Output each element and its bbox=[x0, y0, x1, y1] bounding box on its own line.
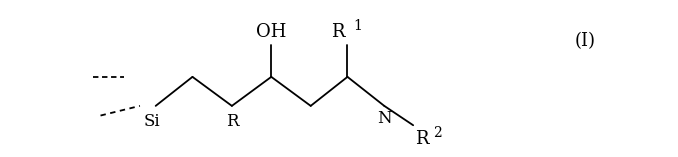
Text: 2: 2 bbox=[433, 126, 442, 140]
Text: Si: Si bbox=[143, 113, 160, 130]
Text: R: R bbox=[415, 130, 428, 148]
Text: R: R bbox=[226, 113, 238, 130]
Text: (I): (I) bbox=[574, 32, 595, 50]
Text: N: N bbox=[377, 110, 392, 127]
Text: R: R bbox=[332, 23, 345, 41]
Text: 1: 1 bbox=[354, 19, 363, 33]
Text: OH: OH bbox=[256, 23, 287, 41]
